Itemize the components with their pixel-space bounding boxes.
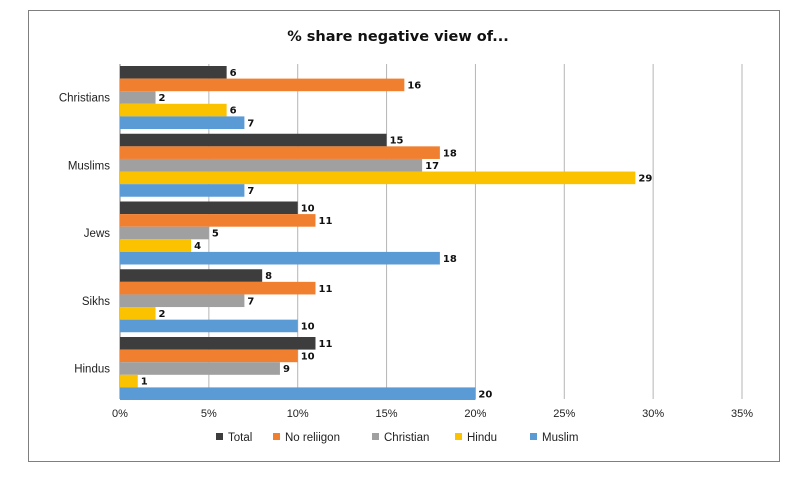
data-label: 10	[301, 322, 315, 333]
x-tick-label: 10%	[287, 408, 309, 420]
data-label: 17	[425, 161, 439, 172]
data-label: 18	[443, 254, 457, 265]
data-label: 9	[283, 364, 290, 375]
bar	[120, 201, 298, 215]
x-tick-label: 30%	[642, 408, 664, 420]
data-label: 6	[230, 106, 237, 117]
data-label: 18	[443, 148, 457, 159]
data-label: 7	[247, 296, 254, 307]
legend-swatch	[216, 433, 223, 440]
bar	[120, 281, 316, 295]
data-label: 11	[318, 339, 332, 350]
bar	[120, 239, 192, 252]
bar	[120, 387, 476, 400]
bar	[120, 103, 227, 117]
data-label: 6	[230, 68, 237, 79]
data-label: 7	[247, 186, 254, 197]
data-label: 10	[301, 203, 315, 214]
bars	[120, 66, 636, 400]
data-label: 10	[301, 352, 315, 363]
x-tick-label: 5%	[201, 408, 217, 420]
data-label: 2	[159, 93, 166, 104]
bar	[120, 133, 387, 147]
x-tick-label: 20%	[464, 408, 486, 420]
data-label: 7	[247, 118, 254, 129]
category-label: Jews	[84, 228, 110, 240]
bar	[120, 294, 245, 308]
x-tick-label: 25%	[553, 408, 575, 420]
x-tick-labels: 0% 5% 10% 15% 20% 25% 30% 35%	[112, 408, 753, 420]
legend-swatch	[372, 433, 379, 440]
bar	[120, 116, 245, 129]
bar	[120, 251, 440, 265]
data-label: 11	[318, 216, 332, 227]
legend-item[interactable]: Christian	[384, 432, 429, 444]
bar	[120, 374, 138, 388]
x-tick-label: 35%	[731, 408, 753, 420]
data-label: 8	[265, 271, 272, 282]
chart-frame: % share negative view of... 6 16 2 6 7 15 18 17…	[28, 10, 780, 462]
bar	[120, 349, 298, 363]
category-label: Hindus	[74, 364, 110, 376]
legend-swatch	[273, 433, 280, 440]
bar	[120, 66, 227, 79]
data-label: 4	[194, 241, 201, 252]
bar	[120, 337, 316, 350]
legend-swatch	[530, 433, 537, 440]
bar	[120, 171, 636, 185]
bar	[120, 362, 280, 375]
legend-item[interactable]: No reliigon	[285, 432, 340, 444]
bar	[120, 184, 245, 197]
bar	[120, 158, 423, 172]
bar-chart: % share negative view of... 616267151817…	[59, 29, 753, 444]
legend-swatch	[455, 433, 462, 440]
bar	[120, 146, 440, 159]
data-label: 15	[390, 136, 404, 147]
legend-item[interactable]: Hindu	[467, 432, 497, 444]
bar	[120, 319, 298, 333]
data-label: 29	[638, 173, 652, 184]
category-labels: Christians Muslims Jews Sikhs Hindus	[59, 93, 110, 376]
x-tick-label: 0%	[112, 408, 128, 420]
chart-title: % share negative view of...	[287, 29, 509, 45]
legend-item[interactable]: Total	[228, 432, 252, 444]
data-label: 5	[212, 229, 219, 240]
category-label: Muslims	[68, 160, 110, 172]
data-label: 16	[407, 81, 421, 92]
data-label: 20	[478, 389, 492, 400]
x-tick-label: 15%	[376, 408, 398, 420]
bar	[120, 269, 263, 282]
category-label: Christians	[59, 93, 110, 105]
data-label: 2	[159, 309, 166, 320]
legend-item[interactable]: Muslim	[542, 432, 578, 444]
bar	[120, 214, 316, 227]
bar	[120, 91, 156, 104]
bar	[120, 78, 405, 92]
data-label: 11	[318, 284, 332, 295]
bar	[120, 226, 209, 240]
legend[interactable]: Total No reliigon Christian Hindu Muslim	[216, 432, 578, 444]
data-label: 1	[141, 377, 148, 388]
bar	[120, 307, 156, 320]
category-label: Sikhs	[82, 296, 110, 308]
